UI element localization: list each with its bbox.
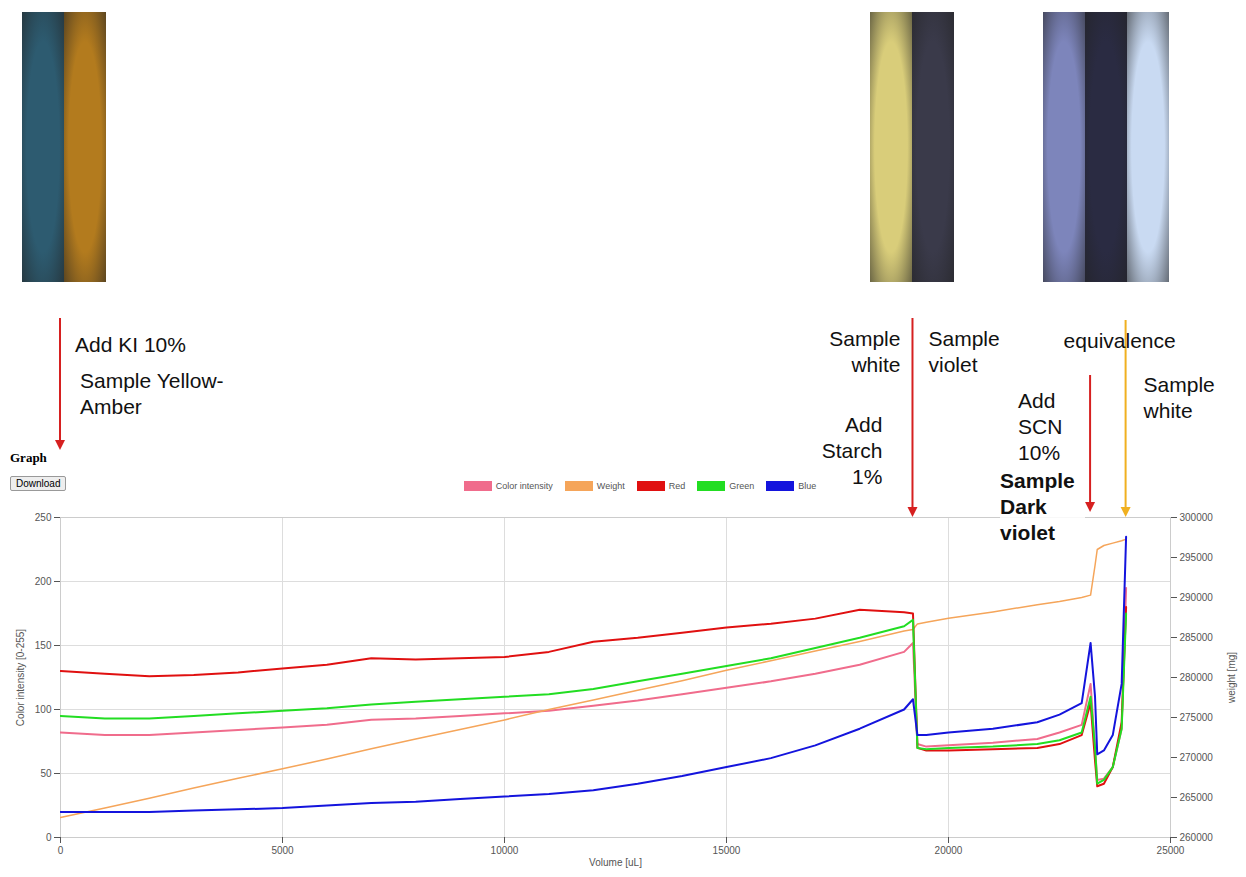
html-text:Download: Download bbox=[16, 478, 61, 489]
html-text:equivalence: equivalence bbox=[1063, 329, 1176, 352]
svg-text:270000: 270000 bbox=[1180, 752, 1214, 763]
svg-text:285000: 285000 bbox=[1180, 632, 1214, 643]
html-text:Green: Green bbox=[729, 481, 755, 491]
html-text:Blue: Blue bbox=[798, 481, 817, 491]
html-text:Sample white: Sample white bbox=[1143, 373, 1215, 422]
svg-text:0: 0 bbox=[58, 845, 64, 856]
svg-text:0: 0 bbox=[46, 832, 52, 843]
html-text:Sample Yellow-Amber: Sample Yellow-Amber bbox=[80, 369, 224, 418]
svg-text:Volume [uL]: Volume [uL] bbox=[589, 857, 642, 868]
html-text:Weight: Weight bbox=[596, 481, 625, 491]
svg-text:280000: 280000 bbox=[1180, 672, 1214, 683]
html-text:Sample Dark violet: Sample Dark violet bbox=[1000, 469, 1075, 544]
svg-text:25000: 25000 bbox=[1157, 845, 1185, 856]
html-text:Add Starch 1%: Add Starch 1% bbox=[821, 413, 883, 488]
svg-text:50: 50 bbox=[40, 768, 52, 779]
svg-text:295000: 295000 bbox=[1180, 552, 1214, 563]
svg-text:10000: 10000 bbox=[491, 845, 519, 856]
svg-text:100: 100 bbox=[35, 704, 52, 715]
html-text:Red: Red bbox=[668, 481, 686, 491]
svg-text:150: 150 bbox=[35, 640, 52, 651]
html-text:Sample white: Sample white bbox=[829, 327, 901, 376]
svg-text:290000: 290000 bbox=[1180, 592, 1214, 603]
svg-text:5000: 5000 bbox=[271, 845, 294, 856]
html-text:Sample violet: Sample violet bbox=[928, 327, 1000, 376]
svg-text:20000: 20000 bbox=[935, 845, 963, 856]
svg-text:weight [mg]: weight [mg] bbox=[1226, 652, 1237, 704]
html-text:Add KI 10%: Add KI 10% bbox=[75, 333, 186, 356]
svg-text:260000: 260000 bbox=[1180, 832, 1214, 843]
svg-text:250: 250 bbox=[35, 512, 52, 523]
svg-text:200: 200 bbox=[35, 576, 52, 587]
svg-text:300000: 300000 bbox=[1180, 512, 1214, 523]
html-text:Color intensity: Color intensity bbox=[495, 481, 553, 491]
html-text:Add SCN 10%: Add SCN 10% bbox=[1018, 389, 1063, 464]
html-text:Graph: Graph bbox=[10, 450, 47, 465]
svg-text:265000: 265000 bbox=[1180, 792, 1214, 803]
svg-text:Color intensity [0-255]: Color intensity [0-255] bbox=[15, 629, 26, 726]
svg-text:275000: 275000 bbox=[1180, 712, 1214, 723]
svg-text:15000: 15000 bbox=[713, 845, 741, 856]
